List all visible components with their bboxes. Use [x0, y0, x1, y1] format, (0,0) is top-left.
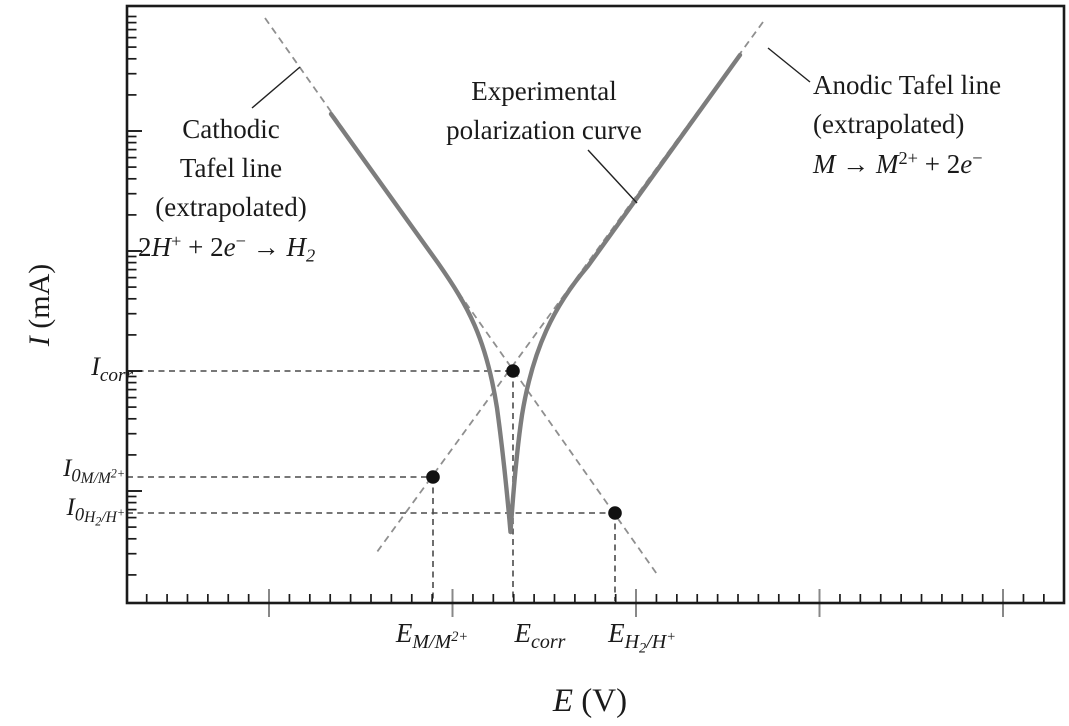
label-subsub-text: M/M: [80, 469, 111, 487]
label-base: I: [63, 455, 72, 482]
y-axis-title: I (mA): [23, 215, 57, 395]
label-subsub-sup: 2+: [110, 466, 125, 481]
eq-part: +: [171, 231, 182, 251]
eq-part: M: [813, 149, 836, 180]
label-base: E: [608, 618, 625, 648]
label-sub: H2/H+: [624, 628, 676, 657]
axis-ticks: [128, 15, 1045, 617]
eq-part: e: [960, 149, 973, 180]
label-subsub-text: H: [84, 508, 96, 526]
em-label: EM/M2+: [357, 618, 507, 654]
i0h-point: [608, 506, 622, 520]
y-axis-units: (mA): [23, 263, 56, 337]
cathodic-pointer-line: [251, 66, 301, 109]
label-subsub-sub: 2: [95, 514, 102, 529]
label-subsub-sup: +: [116, 505, 125, 520]
label-base: E: [395, 618, 413, 648]
eq-part: −: [972, 148, 983, 168]
x-axis-title: E (V): [500, 683, 680, 720]
cathodic-reaction: 2H+ + 2e− → H2: [138, 231, 315, 266]
label-sub-sub: 2: [639, 640, 647, 657]
experimental-line2: polarization curve: [446, 115, 642, 145]
label-subsub: M/M2+: [80, 466, 125, 487]
eq-part: −: [235, 231, 246, 251]
label-sub: 0: [71, 466, 81, 487]
i0h-label: I0H2/H+: [67, 494, 125, 530]
i0m-point: [426, 470, 440, 484]
cathodic-line2: Tafel line: [179, 153, 283, 183]
experimental-line1: Experimental: [471, 76, 617, 106]
eq-part: 2: [305, 245, 316, 266]
icorr-label: Icorr: [91, 352, 133, 387]
cathodic-annotation: Cathodic Tafel line (extrapolated): [100, 110, 362, 227]
eq-part: H: [151, 232, 172, 263]
anodic-reaction: M → M2+ + 2e−: [813, 148, 983, 180]
eq-part: M: [876, 149, 899, 180]
label-sub-sup: +: [666, 628, 676, 645]
experimental-pointer-line: [587, 149, 638, 204]
plot-border: [125, 4, 1066, 605]
label-sub-text: H: [624, 630, 640, 653]
label-subsub-text: /H: [101, 508, 117, 526]
label-base: E: [514, 618, 532, 648]
eq-part: + 2: [918, 149, 961, 180]
y-axis-symbol: I: [23, 336, 56, 347]
eq-part: e: [223, 232, 236, 263]
marked-points: [426, 364, 622, 520]
eq-part: + 2: [181, 232, 224, 263]
experimental-annotation: Experimental polarization curve: [413, 72, 675, 150]
label-sub-text: M/M: [412, 630, 452, 653]
label-sub: corr: [531, 630, 566, 653]
x-axis-units: (V): [573, 683, 628, 719]
cathodic-line3: (extrapolated): [155, 192, 307, 222]
anodic-line1: Anodic Tafel line: [813, 70, 1002, 100]
label-base: I: [91, 352, 100, 381]
label-subsub: H2/H+: [84, 505, 125, 529]
eh-label: EH2/H+: [562, 618, 722, 657]
label-sub-text: /H: [646, 630, 667, 653]
anodic-annotation: Anodic Tafel line (extrapolated): [813, 66, 1063, 144]
eq-part: H: [286, 232, 306, 263]
guide-lines: [127, 370, 616, 601]
ecorr-label: Ecorr: [465, 618, 615, 654]
label-sub: corr: [99, 364, 133, 386]
label-sub-sup: 2+: [451, 628, 469, 645]
cathodic-line1: Cathodic: [182, 114, 280, 144]
eq-part: →: [835, 149, 876, 180]
eq-part: 2: [138, 232, 152, 263]
icorr-point: [506, 364, 520, 378]
eq-part: 2+: [898, 148, 919, 168]
experimental-curve: [328, 52, 743, 535]
label-sub: M/M2+: [412, 628, 469, 653]
anodic-pointer-line: [767, 47, 811, 83]
x-axis-symbol: E: [552, 683, 574, 719]
anodic-line2: (extrapolated): [813, 109, 965, 139]
eq-part: →: [245, 232, 287, 263]
label-base: I: [66, 494, 75, 521]
i0m-label: I0M/M2+: [63, 455, 125, 488]
label-sub: 0: [74, 505, 85, 526]
pointer-lines: [251, 47, 811, 204]
